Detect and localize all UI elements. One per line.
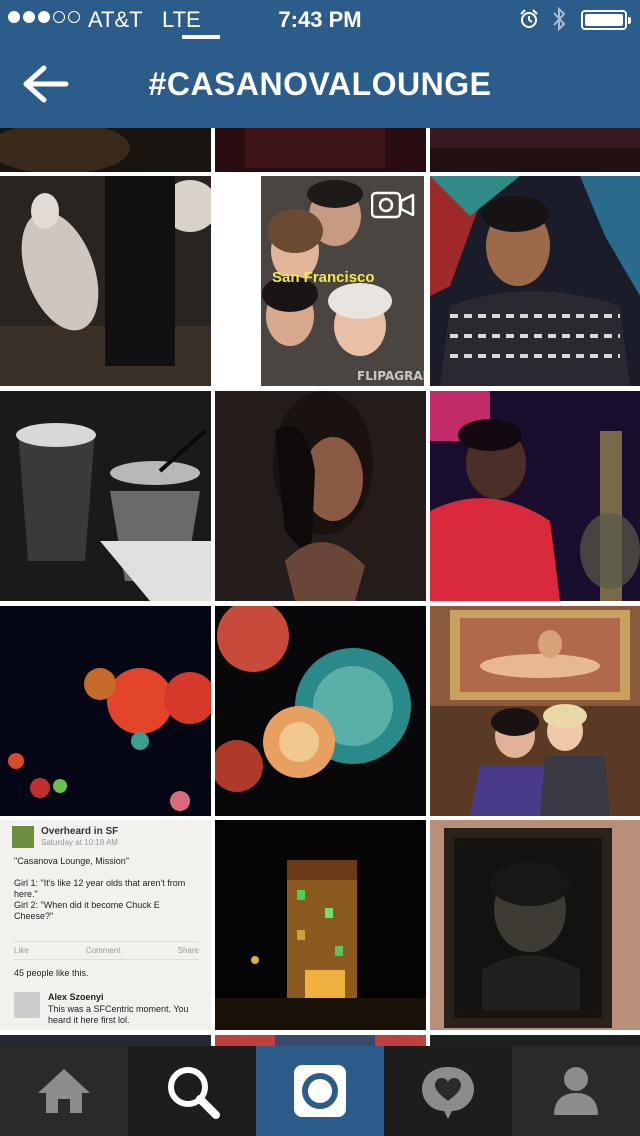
status-time: 7:43 PM: [278, 7, 362, 32]
post-body: "Casanova Lounge, Mission" Girl 1: "It's…: [14, 856, 199, 922]
photo-tile[interactable]: [430, 176, 640, 386]
commenter-name: Alex Szoenyi: [48, 992, 104, 1002]
tab-home[interactable]: [0, 1046, 128, 1136]
like-action: Like: [14, 946, 29, 955]
photo-tile[interactable]: San Francisco FLIPAGRAM: [215, 176, 426, 386]
photo-tile[interactable]: [430, 606, 640, 816]
page-avatar: [12, 826, 34, 848]
page-title: #CASANOVALOUNGE: [148, 66, 492, 102]
post-timestamp: Saturday at 10:18 AM: [41, 838, 118, 847]
video-camera-icon: [371, 191, 415, 219]
tab-camera[interactable]: [256, 1046, 384, 1136]
photo-tile[interactable]: [0, 1035, 211, 1046]
share-action: Share: [177, 946, 199, 955]
home-icon: [38, 1069, 90, 1113]
tab-activity[interactable]: [384, 1046, 512, 1136]
back-arrow-icon[interactable]: [20, 62, 70, 106]
photo-tile[interactable]: [430, 128, 640, 172]
photo-tile[interactable]: [0, 128, 211, 172]
signal-strength-icon: [8, 11, 80, 27]
tab-profile[interactable]: [512, 1046, 640, 1136]
photo-tile[interactable]: [215, 606, 426, 816]
photo-tile[interactable]: [430, 1035, 640, 1046]
status-bar: AT&T LTE 7:43 PM: [0, 0, 640, 40]
tab-bar: [0, 1046, 640, 1136]
camera-icon: [294, 1065, 346, 1117]
post-likes: 45 people like this.: [14, 968, 89, 978]
photo-grid: San Francisco FLIPAGRAM: [0, 128, 640, 1046]
commenter-avatar: [14, 992, 40, 1018]
photo-tile[interactable]: [430, 391, 640, 601]
network-activity-indicator: [182, 35, 220, 39]
post-line: "Casanova Lounge, Mission": [14, 856, 129, 866]
post-author: Overheard in SF: [41, 826, 119, 837]
profile-icon: [554, 1067, 598, 1115]
comment-text: This was a SFCentric moment. You heard i…: [48, 1004, 189, 1025]
network-type: LTE: [162, 7, 201, 32]
battery-icon: [581, 10, 631, 30]
tab-search[interactable]: [128, 1046, 256, 1136]
nav-bar: #CASANOVALOUNGE: [0, 40, 640, 128]
search-icon: [168, 1067, 220, 1119]
flipagram-caption: San Francisco: [272, 269, 375, 286]
comment-action: Comment: [85, 946, 121, 955]
photo-tile[interactable]: [215, 128, 426, 172]
post-line: Girl 1: "It's like 12 year olds that are…: [14, 878, 186, 899]
post-screenshot-tile[interactable]: Overheard in SF Saturday at 10:18 AM "Ca…: [0, 820, 211, 1030]
bluetooth-icon: [553, 6, 566, 32]
photo-tile[interactable]: [0, 176, 211, 386]
photo-tile[interactable]: [215, 1035, 426, 1046]
photo-tile[interactable]: [0, 391, 211, 601]
alarm-icon: [520, 9, 538, 28]
photo-tile[interactable]: [215, 391, 426, 601]
photo-tile[interactable]: [430, 820, 640, 1030]
photo-tile[interactable]: [0, 606, 211, 816]
post-actions: Like Comment Share: [14, 941, 199, 960]
flipagram-watermark: FLIPAGRAM: [357, 369, 426, 383]
activity-heart-icon: [422, 1067, 474, 1119]
photo-tile[interactable]: [215, 820, 426, 1030]
carrier-name: AT&T: [88, 7, 143, 32]
post-line: Girl 2: "When did it become Chuck E Chee…: [14, 900, 160, 921]
